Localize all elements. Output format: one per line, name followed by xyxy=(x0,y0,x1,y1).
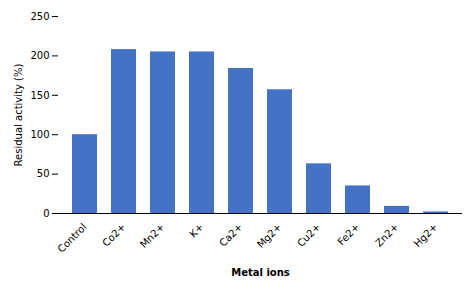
svg-text:Mg2+: Mg2+ xyxy=(255,221,284,250)
svg-text:150: 150 xyxy=(30,90,49,101)
svg-text:100: 100 xyxy=(30,129,49,140)
svg-text:Hg2+: Hg2+ xyxy=(412,221,440,249)
svg-text:Metal ions: Metal ions xyxy=(231,267,290,278)
svg-text:K+: K+ xyxy=(187,221,205,239)
svg-text:Fe2+: Fe2+ xyxy=(335,221,361,247)
svg-text:50: 50 xyxy=(37,168,50,179)
svg-text:Mn2+: Mn2+ xyxy=(138,221,167,250)
svg-text:0: 0 xyxy=(43,208,49,219)
svg-text:Control: Control xyxy=(55,221,88,254)
svg-text:Co2+: Co2+ xyxy=(100,221,127,248)
svg-text:Cu2+: Cu2+ xyxy=(295,221,323,249)
svg-text:Ca2+: Ca2+ xyxy=(217,221,244,248)
svg-text:200: 200 xyxy=(30,50,49,61)
svg-text:Residual activity (%): Residual activity (%) xyxy=(13,64,24,167)
svg-text:Zn2+: Zn2+ xyxy=(373,221,401,249)
svg-text:250: 250 xyxy=(30,11,49,22)
